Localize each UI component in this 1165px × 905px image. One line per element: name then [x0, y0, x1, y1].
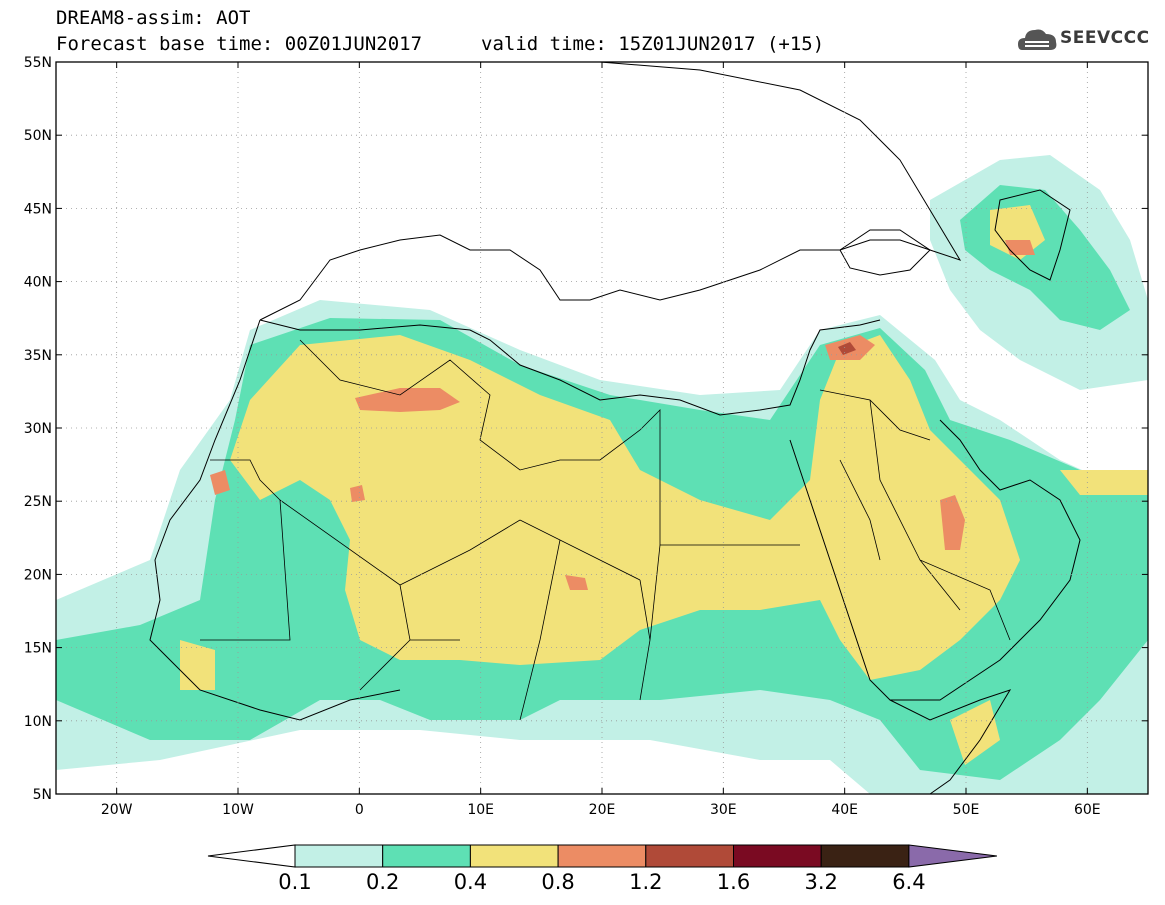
black-sea-coastline: [839, 239, 931, 276]
aot-level-0-8: [565, 575, 588, 590]
aot-level-1-2: [838, 342, 856, 355]
lat-label: 35N: [24, 348, 52, 364]
colorbar-segment: [382, 844, 471, 868]
lon-label: 0: [355, 802, 364, 818]
logo-text: SEEVCCC: [1060, 28, 1150, 48]
aot-level-0-4: [230, 335, 1020, 680]
colorbar-label: 1.6: [716, 870, 751, 894]
colorbar-label: 3.2: [804, 870, 838, 894]
aot-level-0-8: [355, 388, 460, 412]
lon-label: 20E: [589, 802, 616, 818]
lon-label: 50E: [953, 802, 980, 818]
colorbar-label: 0.2: [365, 870, 400, 894]
axis-ticks: [56, 61, 1148, 795]
lon-label: 10E: [467, 802, 494, 818]
lat-label: 50N: [24, 128, 52, 144]
aot-level-0-4: [1060, 470, 1148, 495]
west-africa-coastline: [149, 319, 401, 721]
aot-level-0-8: [1005, 240, 1035, 255]
forecast-base-time: Forecast base time: 00Z01JUN2017: [56, 33, 423, 55]
lat-label: 25N: [24, 494, 52, 510]
lat-label: 30N: [24, 421, 52, 437]
lon-label: 30E: [710, 802, 737, 818]
aot-level-0-4: [950, 700, 1000, 765]
red-sea-coastline: [789, 419, 1081, 701]
colorbar-label: 0.1: [278, 870, 312, 894]
colorbar-high-arrow: [908, 844, 997, 868]
lat-label: 20N: [24, 567, 52, 583]
lon-label: 20W: [101, 802, 133, 818]
aot-level-0-8: [350, 485, 365, 502]
lat-label: 45N: [24, 201, 52, 217]
lat-label: 10N: [24, 714, 52, 730]
colorbar-segment: [469, 844, 559, 868]
colorbar-segment: [820, 844, 910, 868]
lon-label: 10W: [222, 802, 254, 818]
caspian-coastline: [994, 189, 1071, 281]
latitude-labels: 5N 10N 15N 20N 25N 30N 35N 40N 45N 50N 55N: [24, 55, 52, 803]
map-grid: [56, 62, 1148, 794]
map-title: DREAM8-assim: AOT: [56, 7, 251, 29]
aot-level-0-4: [180, 640, 215, 690]
north-africa-coastline: [259, 319, 881, 416]
colorbar-segment: [557, 844, 647, 868]
europe-coastline: [259, 62, 962, 321]
colorbar: [207, 844, 997, 868]
lat-label: 15N: [24, 641, 52, 657]
horn-of-africa-coastline: [889, 689, 1012, 794]
aot-level-0-8: [210, 470, 230, 495]
colorbar-segment: [645, 844, 734, 868]
lon-label: 60E: [1074, 802, 1101, 818]
colorbar-segment: [294, 844, 384, 868]
colorbar-label: 0.4: [453, 870, 488, 894]
cloud-logo-icon: [1018, 29, 1057, 50]
aot-level-0-8: [940, 495, 965, 550]
colorbar-low-arrow: [207, 844, 296, 868]
lat-label: 40N: [24, 275, 52, 291]
lon-label: 40E: [831, 802, 858, 818]
lat-label: 55N: [24, 55, 52, 71]
longitude-labels: 20W 10W 0 10E 20E 30E 40E 50E 60E: [101, 802, 1101, 818]
colorbar-label: 6.4: [892, 870, 926, 894]
colorbar-segment: [733, 844, 822, 868]
valid-time: valid time: 15Z01JUN2017 (+15): [481, 33, 825, 55]
country-borders: [200, 339, 1011, 721]
coastlines-and-borders: [149, 62, 1081, 794]
lat-label: 5N: [33, 787, 52, 803]
colorbar-label: 1.2: [629, 870, 663, 894]
colorbar-label: 0.8: [541, 870, 575, 894]
